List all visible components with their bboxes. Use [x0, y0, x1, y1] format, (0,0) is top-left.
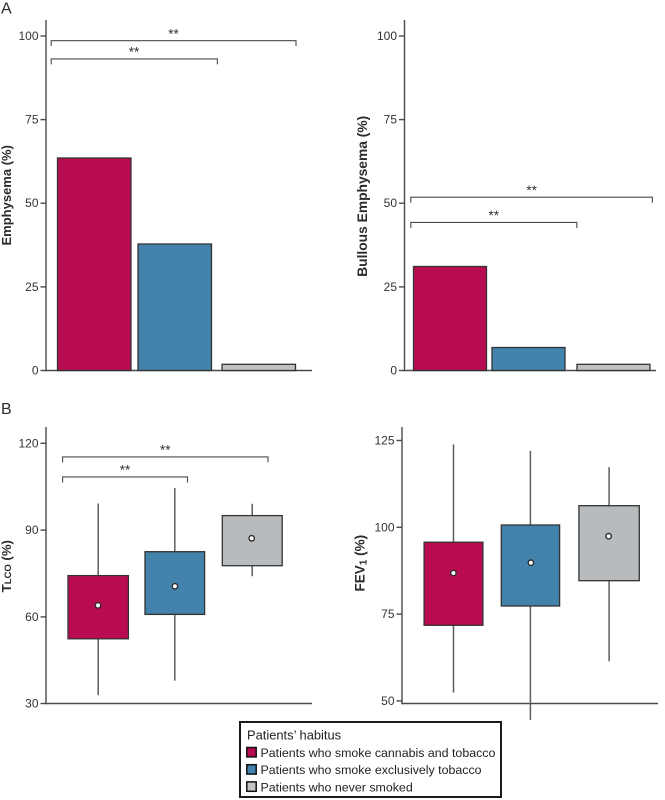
svg-text:Bullous Emphysema (%): Bullous Emphysema (%): [355, 116, 370, 277]
svg-text:A: A: [1, 1, 12, 18]
svg-text:**: **: [160, 443, 171, 458]
svg-text:Patients who smoke exclusively: Patients who smoke exclusively tobacco: [261, 763, 482, 777]
svg-text:0: 0: [390, 364, 397, 378]
svg-text:Patients who smoke cannabis an: Patients who smoke cannabis and tobacco: [261, 746, 496, 760]
svg-text:50: 50: [381, 694, 395, 708]
svg-text:Patients’ habitus: Patients’ habitus: [247, 728, 341, 743]
svg-text:125: 125: [374, 434, 394, 448]
svg-text:0: 0: [32, 364, 39, 378]
svg-text:100: 100: [18, 29, 38, 43]
svg-text:**: **: [489, 208, 500, 223]
svg-text:75: 75: [381, 607, 395, 621]
svg-text:75: 75: [384, 113, 398, 127]
svg-text:**: **: [168, 27, 179, 42]
svg-text:**: **: [526, 183, 537, 198]
svg-text:120: 120: [18, 436, 38, 450]
svg-text:**: **: [120, 463, 131, 478]
svg-text:50: 50: [384, 196, 398, 210]
svg-text:B: B: [1, 401, 12, 418]
svg-text:60: 60: [25, 610, 39, 624]
svg-text:Patients who never smoked: Patients who never smoked: [261, 780, 413, 794]
svg-text:75: 75: [25, 113, 39, 127]
svg-text:TLCO (%): TLCO (%): [0, 540, 14, 592]
svg-text:90: 90: [25, 523, 39, 537]
svg-text:Emphysema (%): Emphysema (%): [0, 145, 14, 245]
svg-text:25: 25: [25, 280, 39, 294]
svg-text:100: 100: [377, 29, 397, 43]
svg-text:50: 50: [25, 196, 39, 210]
svg-text:FEV1 (%): FEV1 (%): [353, 535, 370, 592]
svg-text:30: 30: [25, 697, 39, 711]
svg-text:**: **: [129, 45, 140, 60]
svg-text:100: 100: [374, 520, 394, 534]
svg-text:25: 25: [384, 280, 398, 294]
